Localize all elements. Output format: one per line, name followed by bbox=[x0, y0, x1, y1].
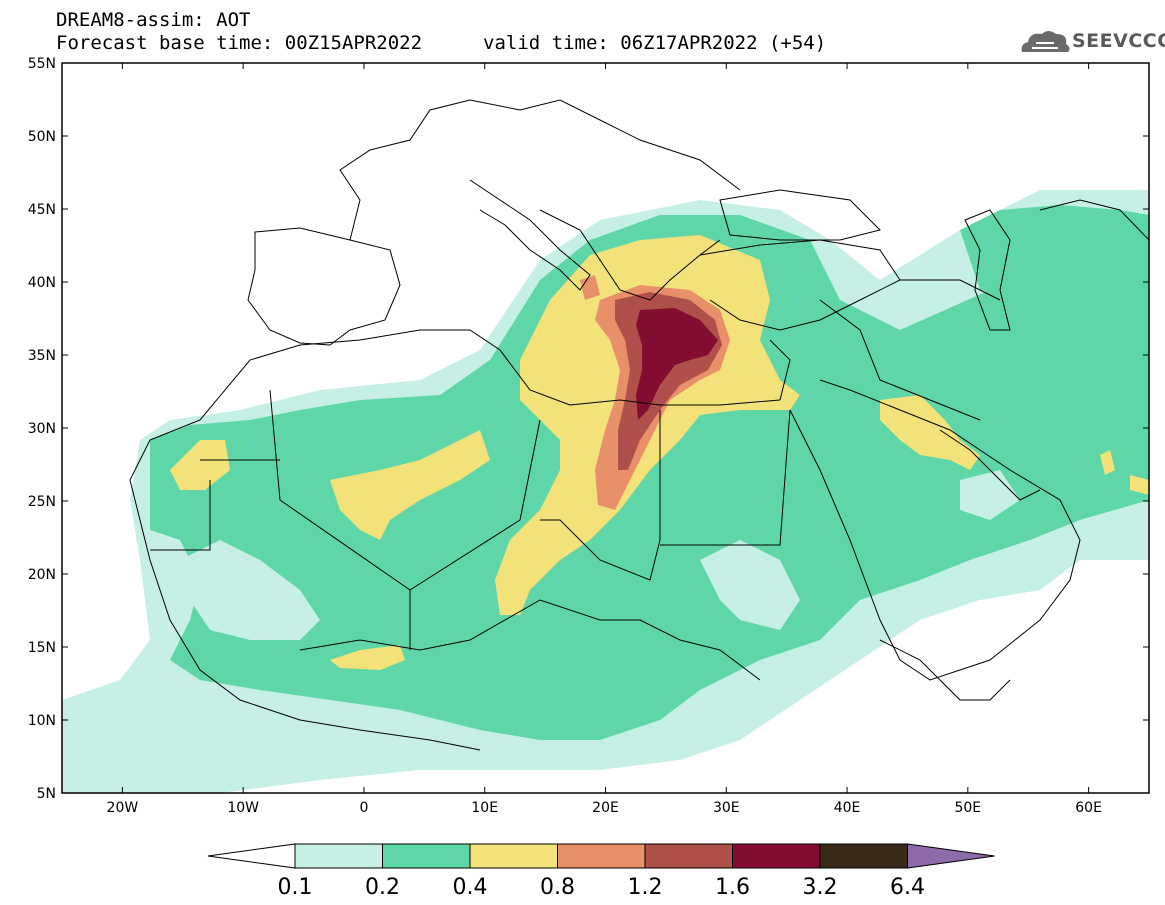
lat-label: 35N bbox=[28, 348, 56, 364]
lat-label: 45N bbox=[28, 202, 56, 218]
colorbar: 0.1 0.2 0.4 0.8 1.2 1.6 3.2 6.4 bbox=[207, 843, 995, 900]
lat-label: 25N bbox=[28, 494, 56, 510]
colorbar-max-arrow bbox=[907, 843, 995, 869]
lon-label: 40E bbox=[834, 800, 861, 816]
lat-label: 10N bbox=[28, 713, 56, 729]
lat-label: 20N bbox=[28, 567, 56, 583]
lat-label: 5N bbox=[37, 786, 56, 802]
colorbar-swatch bbox=[644, 843, 733, 869]
colorbar-swatch bbox=[294, 843, 383, 869]
valid-time: valid time: 06Z17APR2022 (+54) bbox=[483, 32, 827, 54]
colorbar-swatch bbox=[732, 843, 821, 869]
colorbar-swatch bbox=[469, 843, 558, 869]
colorbar-swatch bbox=[557, 843, 646, 869]
lon-label: 60E bbox=[1075, 800, 1102, 816]
contour-level-6 bbox=[636, 308, 718, 420]
colorbar-min-arrow bbox=[207, 843, 296, 869]
colorbar-swatch bbox=[382, 843, 471, 869]
logo-text: SEEVCCC bbox=[1072, 30, 1165, 52]
lat-label: 15N bbox=[28, 640, 56, 656]
lon-label: 10E bbox=[471, 800, 498, 816]
contour-level-2 bbox=[150, 205, 1149, 740]
cloud-logo-icon bbox=[1021, 31, 1070, 52]
forecast-base-time: Forecast base time: 00Z15APR2022 bbox=[56, 32, 423, 54]
colorbar-label: 0.2 bbox=[365, 875, 400, 900]
lon-label: 30E bbox=[713, 800, 740, 816]
colorbar-label: 6.4 bbox=[890, 875, 925, 900]
lon-label: 10W bbox=[227, 800, 259, 816]
aot-contours bbox=[62, 190, 1149, 793]
latitude-axis: 55N 50N 45N 40N 35N 30N 25N 20N 15N 10N 5N bbox=[28, 56, 1149, 802]
lon-label: 50E bbox=[954, 800, 981, 816]
lon-label: 20E bbox=[592, 800, 619, 816]
lat-label: 30N bbox=[28, 421, 56, 437]
lon-label: 0 bbox=[359, 800, 368, 816]
colorbar-label: 0.1 bbox=[278, 875, 313, 900]
map-title: DREAM8-assim: AOT bbox=[56, 9, 251, 31]
contour-hole bbox=[180, 345, 1020, 640]
colorbar-label: 0.4 bbox=[453, 875, 488, 900]
colorbar-label: 0.8 bbox=[540, 875, 575, 900]
colorbar-swatch bbox=[819, 843, 908, 869]
coastlines bbox=[129, 99, 1149, 751]
colorbar-label: 1.2 bbox=[628, 875, 663, 900]
colorbar-label: 3.2 bbox=[803, 875, 838, 900]
longitude-axis: 20W 10W 0 10E 20E 30E 40E 50E 60E bbox=[107, 63, 1102, 816]
lat-label: 50N bbox=[28, 129, 56, 145]
lat-label: 55N bbox=[28, 56, 56, 72]
lon-label: 20W bbox=[107, 800, 139, 816]
colorbar-label: 1.6 bbox=[715, 875, 750, 900]
lat-label: 40N bbox=[28, 275, 56, 291]
